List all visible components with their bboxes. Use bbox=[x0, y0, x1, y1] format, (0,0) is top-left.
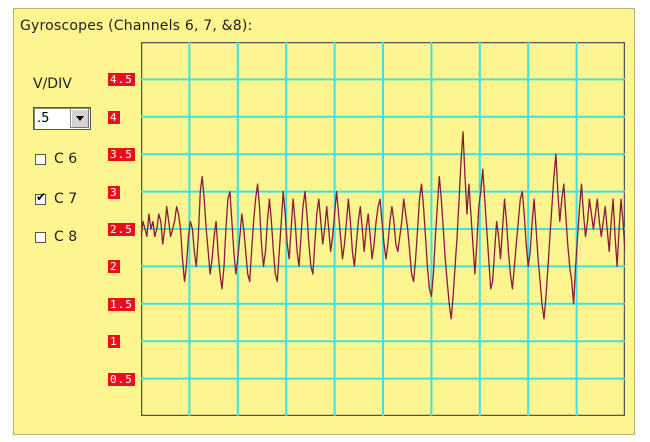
vdiv-selected-value: .5 bbox=[37, 111, 50, 126]
y-tick-label: 3.5 bbox=[108, 148, 135, 162]
y-tick-label: 1 bbox=[108, 335, 120, 349]
checkbox-c7-box[interactable]: ✔ bbox=[35, 189, 47, 205]
dropdown-arrow-button[interactable] bbox=[70, 109, 89, 128]
y-tick-label: 0.5 bbox=[108, 372, 135, 386]
channel-c6-checkbox[interactable]: C 6 bbox=[35, 151, 77, 167]
y-tick-label: 4 bbox=[108, 110, 120, 124]
channel-c6-label: C 6 bbox=[54, 151, 78, 167]
y-tick-label: 1.5 bbox=[108, 297, 135, 311]
checkbox-c8-box[interactable] bbox=[35, 231, 46, 243]
y-tick-label: 2 bbox=[108, 260, 120, 274]
channel-c7-label: C 7 bbox=[54, 191, 78, 207]
vdiv-select[interactable]: .5 bbox=[33, 107, 91, 130]
checkmark-icon-c7: ✔ bbox=[36, 189, 47, 204]
series-line-c7 bbox=[141, 131, 625, 320]
chevron-down-icon bbox=[76, 116, 84, 121]
channel-c8-checkbox[interactable]: C 8 bbox=[35, 229, 77, 245]
y-tick-label: 2.5 bbox=[108, 223, 135, 236]
checkbox-c6-box[interactable] bbox=[35, 153, 46, 165]
vdiv-label: V/DIV bbox=[33, 76, 72, 92]
panel-title: Gyroscopes (Channels 6, 7, &8): bbox=[20, 18, 253, 34]
y-tick-label: 4.5 bbox=[108, 73, 135, 87]
channel-c8-label: C 8 bbox=[54, 229, 78, 245]
y-tick-label: 3 bbox=[108, 185, 120, 199]
channel-c7-checkbox[interactable]: ✔ C 7 bbox=[35, 191, 77, 207]
gyroscope-plot bbox=[141, 42, 625, 416]
